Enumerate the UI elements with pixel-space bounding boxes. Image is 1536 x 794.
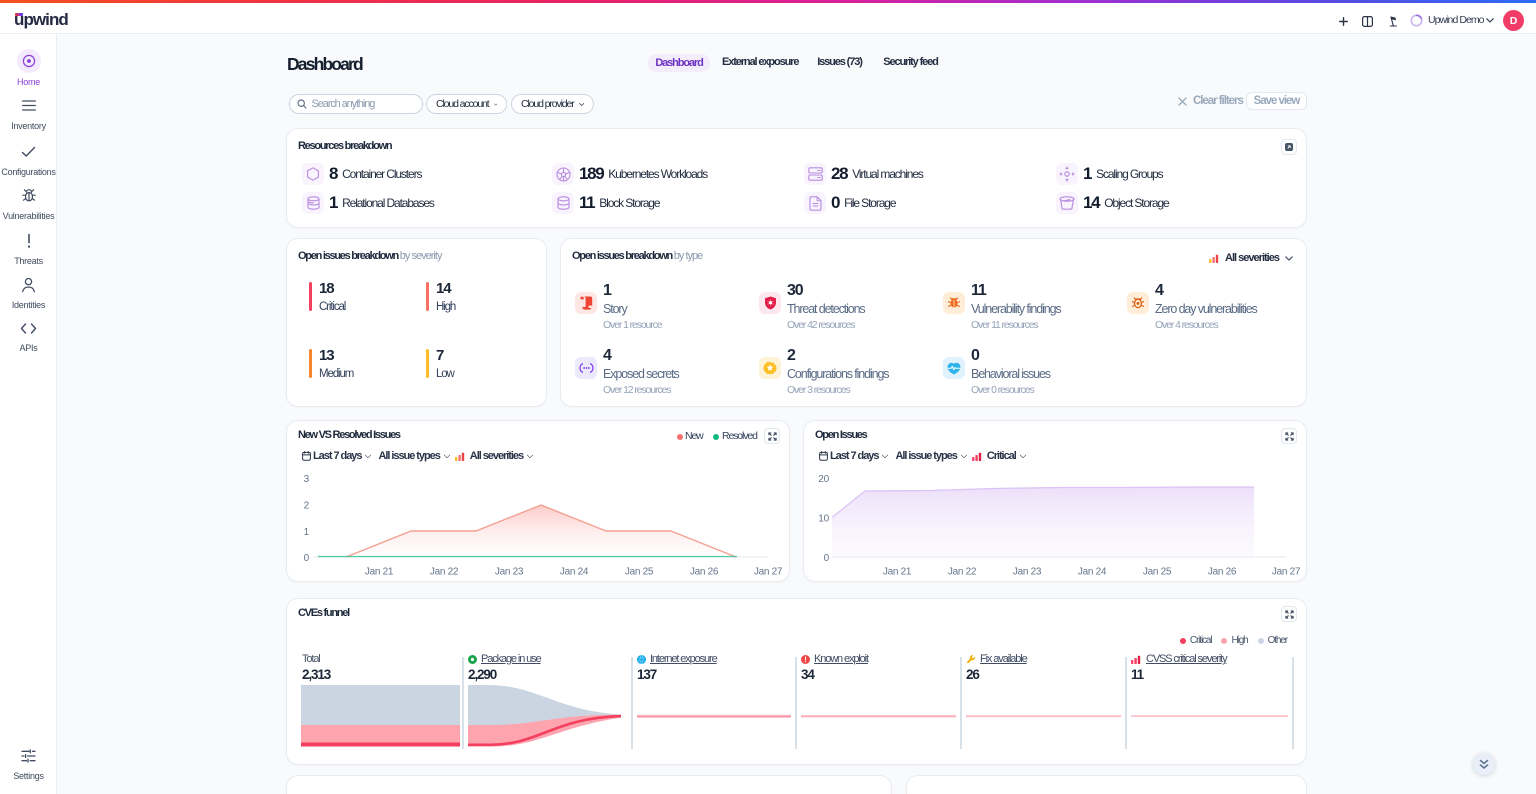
svg-text:Jan 21: Jan 21 (365, 567, 394, 578)
svg-text:0: 0 (824, 553, 830, 564)
svg-text:10: 10 (818, 514, 829, 525)
svg-text:Jan 27: Jan 27 (1272, 567, 1301, 578)
svg-text:Jan 22: Jan 22 (948, 567, 977, 578)
svg-text:Jan 22: Jan 22 (430, 567, 459, 578)
svg-text:Jan 23: Jan 23 (495, 567, 524, 578)
svg-text:Jan 25: Jan 25 (625, 567, 654, 578)
svg-text:Jan 27: Jan 27 (754, 567, 783, 578)
svg-text:Jan 23: Jan 23 (1013, 567, 1042, 578)
svg-text:Jan 24: Jan 24 (1078, 567, 1107, 578)
svg-text:20: 20 (818, 474, 829, 485)
svg-text:3: 3 (304, 474, 310, 485)
svg-text:Jan 26: Jan 26 (690, 567, 719, 578)
svg-text:Jan 25: Jan 25 (1143, 567, 1172, 578)
svg-text:2: 2 (304, 501, 310, 512)
svg-text:Jan 21: Jan 21 (883, 567, 912, 578)
svg-text:0: 0 (304, 553, 310, 564)
svg-text:Jan 24: Jan 24 (560, 567, 589, 578)
svg-text:Jan 26: Jan 26 (1208, 567, 1237, 578)
svg-text:1: 1 (304, 527, 310, 538)
